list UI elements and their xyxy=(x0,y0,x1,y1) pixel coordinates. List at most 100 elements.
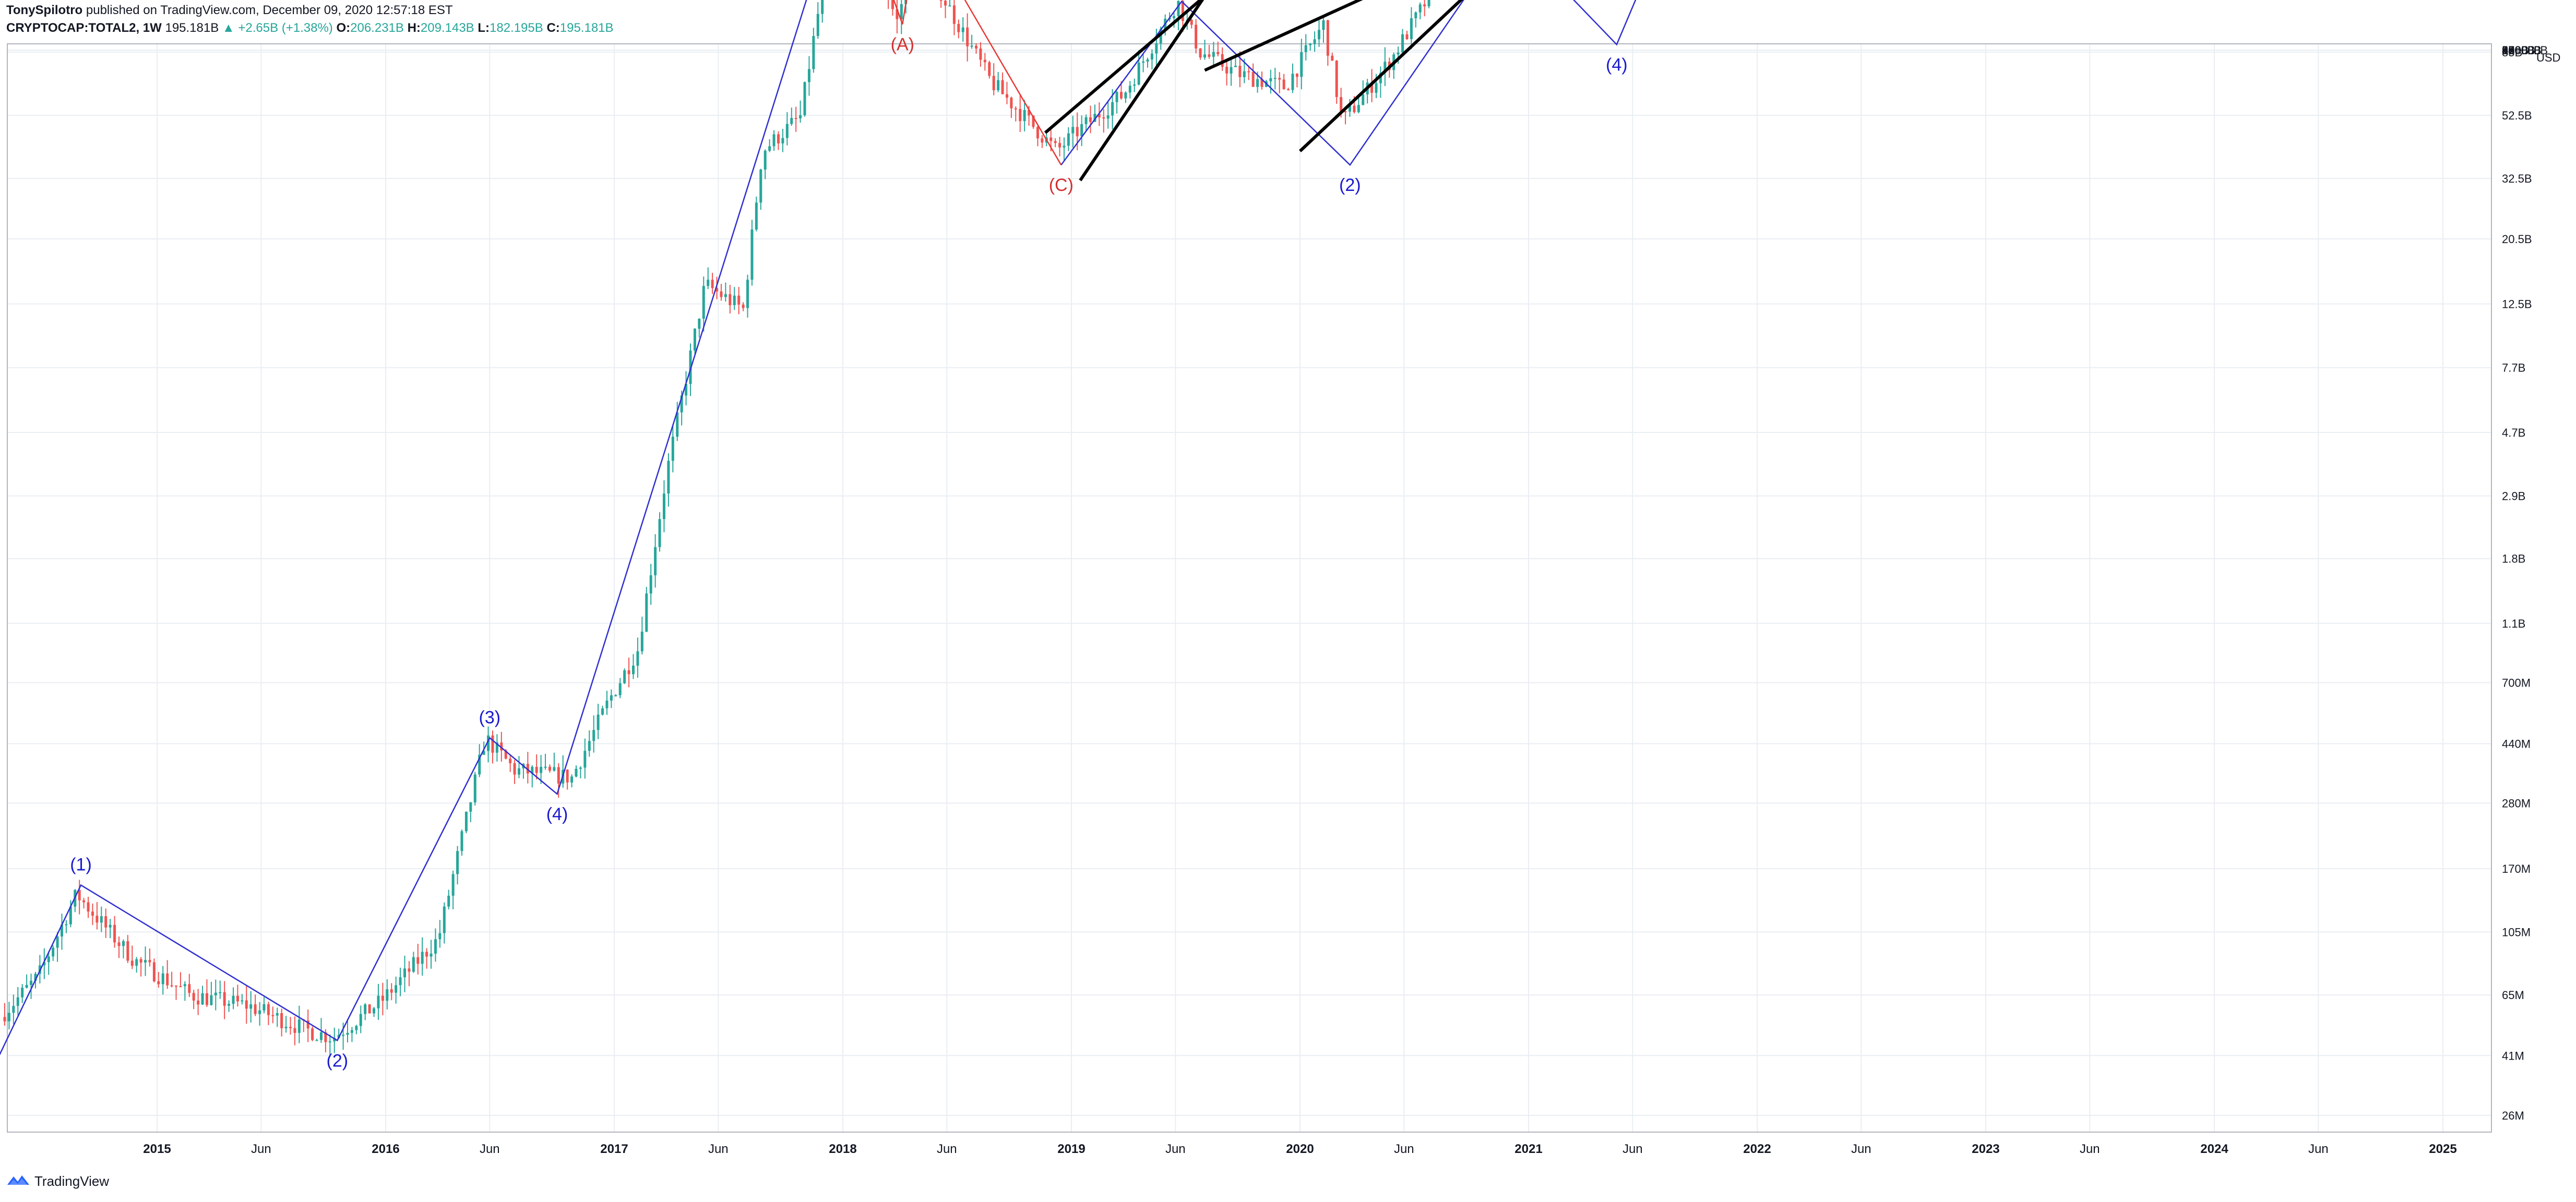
candle-body xyxy=(1119,92,1123,99)
published-text: published on TradingView.com, December 0… xyxy=(86,3,453,17)
candle-body xyxy=(785,124,789,138)
candle-body xyxy=(276,1013,279,1016)
y-tick-label: 280M xyxy=(2502,797,2531,810)
candle-body xyxy=(104,916,108,928)
candle-body xyxy=(368,1004,371,1014)
candle-body xyxy=(100,916,103,923)
candle-body xyxy=(91,911,94,916)
candle-body xyxy=(1225,66,1229,74)
candle-body xyxy=(487,735,490,751)
tradingview-brand[interactable]: TradingView xyxy=(34,1173,110,1189)
candle-body xyxy=(447,895,450,907)
y-tick-label: 700M xyxy=(2502,677,2531,690)
candle-body xyxy=(271,1015,275,1016)
candle-body xyxy=(733,295,736,305)
candle-body xyxy=(658,519,661,547)
wave-label: (4) xyxy=(1606,55,1628,75)
candle-body xyxy=(526,764,529,774)
candle-body xyxy=(1173,16,1176,18)
y-tick-label: 68000B xyxy=(2502,44,2542,57)
candle-body xyxy=(482,751,485,755)
y-tick-label: 140B xyxy=(2502,44,2529,57)
chart-header: TonySpilotro published on TradingView.co… xyxy=(6,3,1572,38)
wave-label: (A) xyxy=(891,35,914,55)
candle-body xyxy=(236,995,239,1002)
candle-body xyxy=(1050,137,1053,141)
projection-wave-line xyxy=(1060,0,1637,166)
candle-body xyxy=(1208,54,1211,57)
y-tick-label: 42000B xyxy=(2502,44,2542,57)
candle-body xyxy=(680,395,683,413)
candle-body xyxy=(12,1006,15,1013)
candle-body xyxy=(1344,111,1347,113)
candle-body xyxy=(135,959,138,966)
candle-body xyxy=(1304,45,1307,52)
trendline xyxy=(1204,0,1363,72)
candle-body xyxy=(96,916,99,923)
x-tick-label: 2016 xyxy=(372,1142,399,1156)
candle-body xyxy=(1370,82,1374,93)
candle-body xyxy=(1142,61,1145,63)
candle-body xyxy=(900,4,903,19)
y-tick-label: 26M xyxy=(2502,1109,2524,1122)
candle-body xyxy=(214,992,217,995)
candle-body xyxy=(263,1004,266,1011)
candle-body xyxy=(1318,30,1320,40)
candle-body xyxy=(425,952,428,957)
candle-body xyxy=(258,1010,261,1014)
candle-body xyxy=(1150,53,1153,60)
candle-body xyxy=(21,988,24,997)
candle-body xyxy=(997,80,1000,90)
y-tick-label: 440M xyxy=(2502,738,2531,751)
author-name[interactable]: TonySpilotro xyxy=(6,3,83,17)
y-tick-label: 1500B xyxy=(2502,44,2535,57)
candle-body xyxy=(1102,117,1105,119)
candle-body xyxy=(210,995,213,1005)
change-value: +2.65B (+1.38%) xyxy=(238,21,333,35)
x-tick-label: Jun xyxy=(937,1142,957,1156)
y-tick-label: 85B xyxy=(2502,46,2522,59)
candle-body xyxy=(746,280,749,308)
candle-body xyxy=(1067,133,1070,146)
y-unit-label: USD xyxy=(2536,51,2560,64)
candle-body xyxy=(175,985,177,987)
candle-body xyxy=(772,134,776,147)
candle-body xyxy=(1423,4,1426,7)
candle-body xyxy=(324,1032,327,1042)
candle-body xyxy=(408,968,411,972)
candle-body xyxy=(671,437,674,461)
candle-body xyxy=(451,874,455,896)
candle-body xyxy=(1357,105,1360,112)
candle-body xyxy=(1335,61,1338,98)
candle-body xyxy=(645,593,648,632)
candle-body xyxy=(1054,141,1057,143)
candle-body xyxy=(249,1004,253,1009)
candle-body xyxy=(245,1000,248,1009)
y-tick-label: 65M xyxy=(2502,989,2524,1002)
candle-body xyxy=(729,294,732,305)
candle-body xyxy=(1111,102,1114,116)
close-label: C: xyxy=(546,21,560,35)
tradingview-logo-icon[interactable] xyxy=(6,1172,30,1188)
correction-wave-line xyxy=(893,0,1062,165)
candle-body xyxy=(1331,55,1334,61)
candle-body xyxy=(1058,143,1062,148)
candle-body xyxy=(381,995,384,1001)
candle-body xyxy=(197,1000,200,1005)
candle-body xyxy=(373,1008,376,1014)
candle-body xyxy=(205,993,208,1005)
candle-body xyxy=(7,1013,10,1021)
candle-body xyxy=(1084,117,1088,124)
x-tick-label: Jun xyxy=(251,1142,271,1156)
symbol-label[interactable]: CRYPTOCAP:TOTAL2, 1W xyxy=(6,21,162,35)
candle-body xyxy=(1028,110,1031,116)
impulse-wave-line xyxy=(0,0,807,1055)
candle-body xyxy=(495,742,498,753)
x-tick-label: 2021 xyxy=(1514,1142,1542,1156)
candle-body xyxy=(768,146,771,151)
candle-body xyxy=(1128,86,1131,93)
candle-body xyxy=(939,0,943,1)
candle-body xyxy=(113,924,116,943)
candle-body xyxy=(957,23,960,32)
